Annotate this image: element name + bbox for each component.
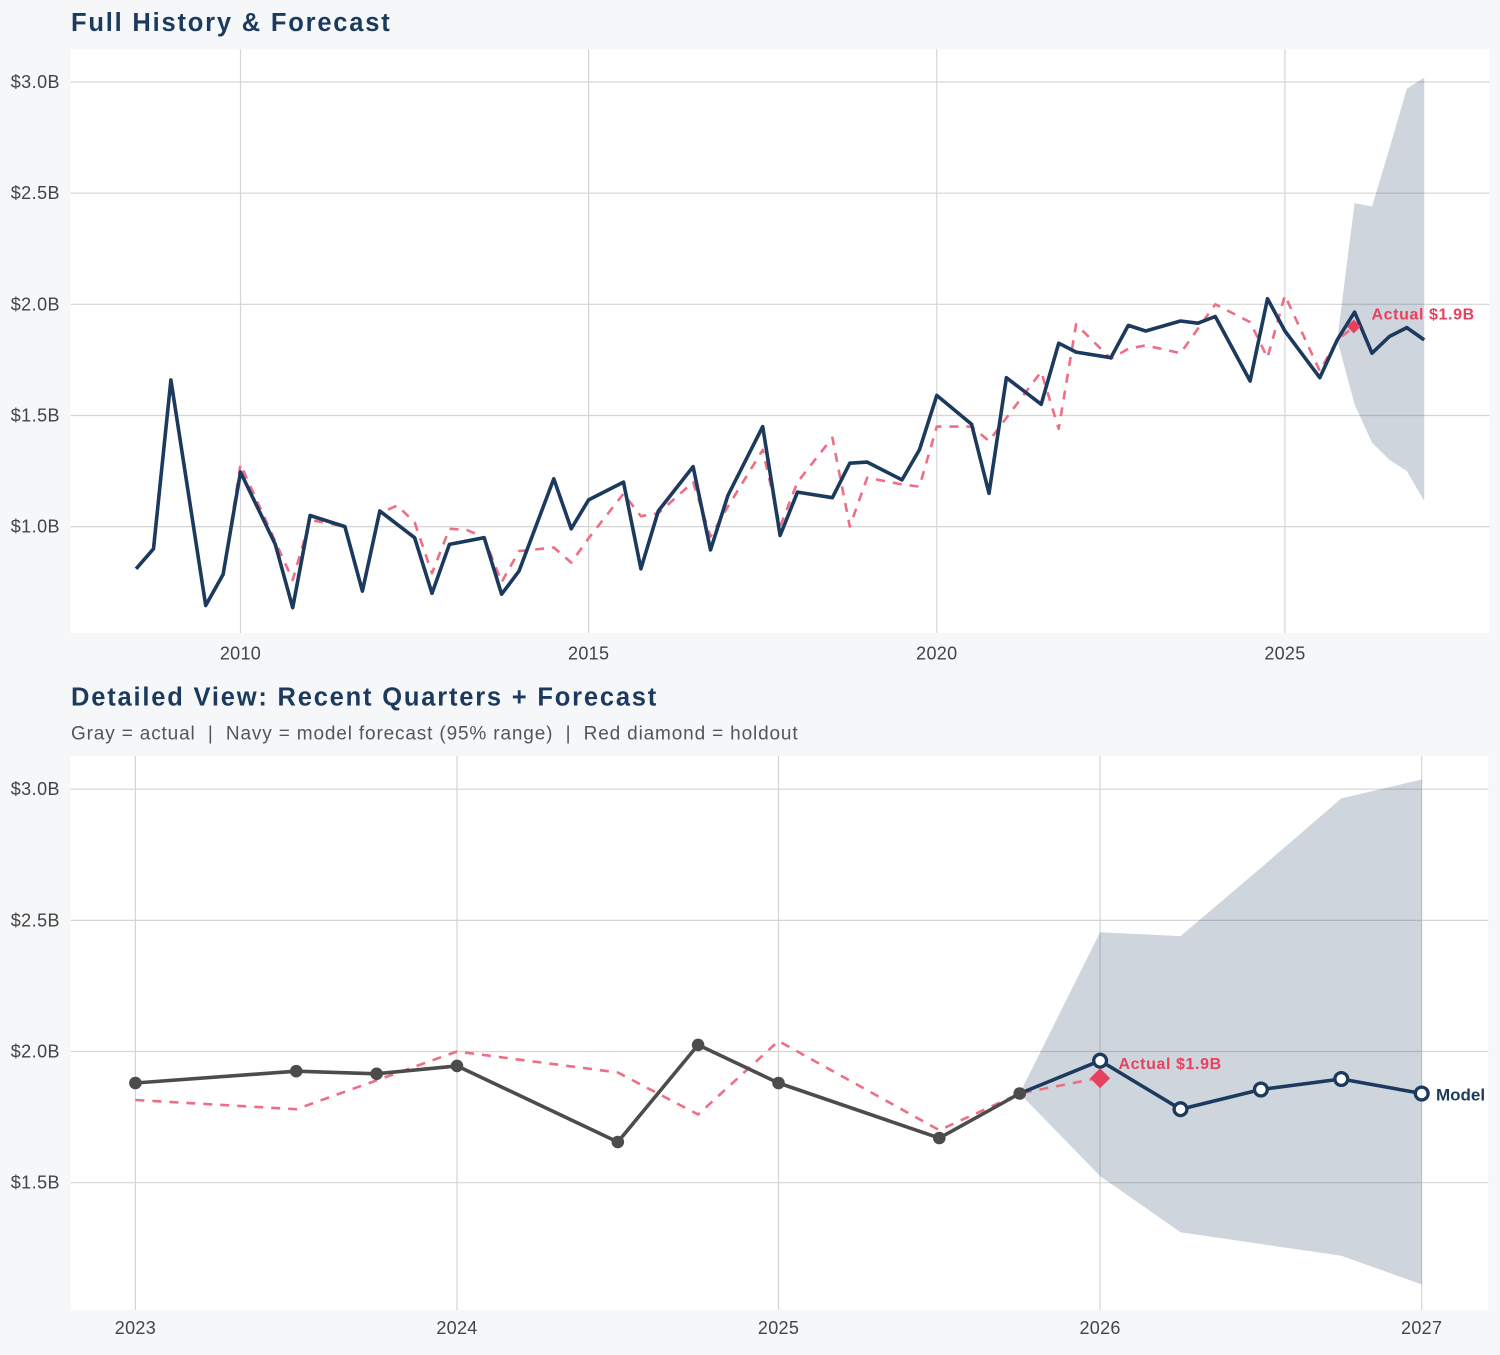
svg-text:$1.0B: $1.0B bbox=[11, 517, 60, 537]
svg-text:Detailed View: Recent Quarters: Detailed View: Recent Quarters + Forecas… bbox=[71, 683, 658, 711]
svg-text:2027: 2027 bbox=[1401, 1318, 1442, 1338]
svg-text:2015: 2015 bbox=[568, 643, 609, 663]
svg-text:$2.0B: $2.0B bbox=[11, 1042, 60, 1062]
svg-text:$3.0B: $3.0B bbox=[11, 72, 60, 92]
svg-text:Model: Model bbox=[1436, 1085, 1485, 1104]
svg-text:2024: 2024 bbox=[436, 1318, 477, 1338]
svg-text:$2.5B: $2.5B bbox=[11, 183, 60, 203]
svg-text:$1.5B: $1.5B bbox=[11, 405, 60, 425]
svg-text:Gray = actual | Navy = model: Gray = actual | Navy = model forecast (9… bbox=[71, 723, 798, 744]
svg-text:Actual $1.9B: Actual $1.9B bbox=[1372, 307, 1475, 324]
svg-text:2025: 2025 bbox=[758, 1318, 799, 1338]
svg-text:2010: 2010 bbox=[220, 643, 261, 663]
svg-text:$2.0B: $2.0B bbox=[11, 294, 60, 314]
svg-text:2020: 2020 bbox=[916, 643, 957, 663]
svg-text:$3.0B: $3.0B bbox=[11, 779, 60, 799]
svg-text:2026: 2026 bbox=[1079, 1318, 1120, 1338]
svg-text:$1.5B: $1.5B bbox=[11, 1173, 60, 1193]
svg-text:Actual $1.9B: Actual $1.9B bbox=[1119, 1056, 1222, 1073]
svg-text:$2.5B: $2.5B bbox=[11, 910, 60, 930]
svg-text:2025: 2025 bbox=[1264, 643, 1305, 663]
svg-text:Full History & Forecast: Full History & Forecast bbox=[71, 9, 392, 37]
svg-text:2023: 2023 bbox=[115, 1318, 156, 1338]
